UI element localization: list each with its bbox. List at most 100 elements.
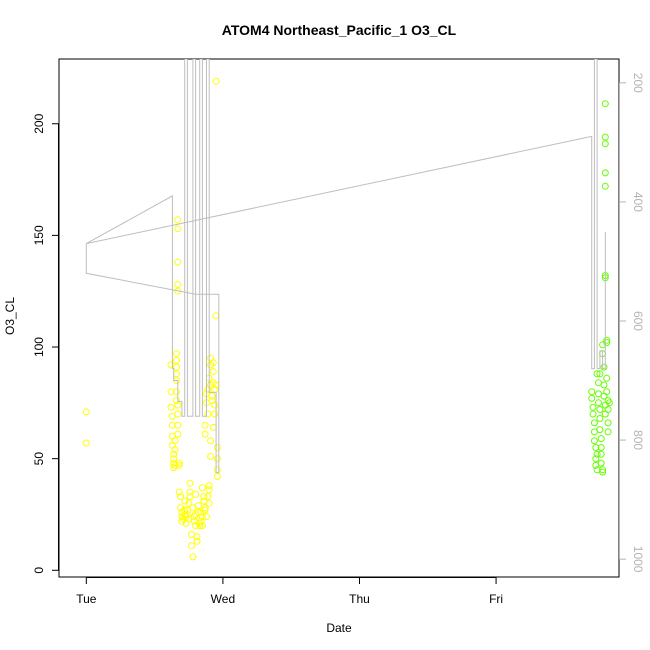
- data-point: [194, 502, 202, 510]
- data-point: [174, 225, 182, 233]
- data-point: [168, 441, 176, 449]
- data-point: [592, 444, 600, 451]
- data-point: [174, 258, 182, 266]
- data-point: [201, 504, 209, 512]
- data-point: [203, 513, 210, 521]
- data-point: [596, 406, 604, 413]
- data-point: [174, 410, 182, 418]
- data-point: [173, 397, 180, 405]
- y-tick-label: 100: [32, 337, 46, 357]
- data-point: [590, 419, 598, 427]
- data-point: [177, 493, 185, 501]
- data-point: [205, 486, 213, 494]
- data-point: [209, 359, 217, 367]
- pressure-line: [85, 59, 606, 474]
- data-point: [601, 410, 609, 418]
- data-point: [207, 354, 215, 362]
- data-point: [209, 423, 217, 431]
- data-point: [174, 421, 182, 429]
- data-point: [205, 482, 213, 489]
- data-point: [592, 455, 600, 463]
- data-point: [212, 312, 220, 320]
- data-point: [593, 370, 601, 378]
- data-point: [174, 430, 182, 438]
- data-point: [596, 426, 604, 434]
- data-point: [183, 511, 191, 518]
- data-point: [601, 140, 609, 148]
- plot-area: 0 50 100 150 200 200 400 600 800 1000 Tue Wed Thu Fri: [32, 58, 645, 606]
- data-point: [200, 493, 208, 501]
- data-point: [194, 508, 202, 516]
- y2-tick-label: 400: [631, 192, 645, 212]
- x-tick-label: Fri: [489, 592, 503, 606]
- data-point: [603, 374, 611, 382]
- data-point: [207, 437, 215, 445]
- data-point: [211, 410, 219, 418]
- data-point: [171, 461, 179, 469]
- data-point: [213, 455, 221, 463]
- chart-title: ATOM4 Northeast_Pacific_1 O3_CL: [222, 22, 457, 38]
- data-point: [213, 473, 221, 480]
- data-point: [597, 444, 605, 451]
- data-point: [209, 368, 217, 376]
- y2-tick-label: 1000: [631, 546, 645, 573]
- data-point: [198, 522, 206, 530]
- data-point: [175, 459, 183, 467]
- data-point: [213, 466, 221, 474]
- data-point: [82, 408, 90, 416]
- y2-tick-label: 600: [631, 311, 645, 331]
- data-point: [193, 537, 201, 545]
- data-point: [175, 461, 183, 469]
- data-point: [599, 468, 607, 476]
- data-point: [198, 484, 206, 492]
- data-point: [171, 446, 179, 454]
- data-point: [201, 421, 209, 429]
- data-point: [173, 350, 180, 358]
- data-point: [603, 339, 611, 347]
- data-point: [205, 499, 213, 507]
- data-point: [589, 403, 597, 411]
- data-point: [600, 381, 608, 389]
- data-point: [181, 497, 189, 505]
- y-tick-label: 50: [32, 452, 46, 466]
- data-point: [201, 430, 209, 438]
- data-point: [204, 493, 212, 501]
- data-point: [174, 216, 182, 224]
- data-point: [185, 499, 193, 507]
- data-point: [601, 169, 609, 177]
- data-point: [192, 490, 200, 498]
- data-point: [604, 419, 612, 427]
- data-point: [600, 363, 608, 371]
- data-point: [588, 388, 596, 396]
- data-point: [186, 479, 194, 487]
- data-point: [173, 370, 180, 378]
- data-point: [604, 428, 612, 436]
- y-axis-label: O3_CL: [3, 297, 17, 335]
- data-point: [171, 437, 179, 445]
- data-point: [597, 459, 605, 467]
- data-point: [177, 504, 185, 512]
- data-point: [168, 421, 176, 429]
- data-point: [604, 406, 612, 413]
- data-point: [208, 392, 216, 400]
- data-point: [597, 450, 605, 458]
- data-point: [170, 450, 178, 458]
- data-point: [197, 517, 205, 525]
- data-point: [82, 439, 90, 447]
- data-point: [599, 466, 607, 474]
- data-point: [601, 100, 609, 108]
- data-point: [596, 370, 604, 378]
- data-point: [601, 133, 609, 141]
- data-point: [213, 444, 221, 451]
- data-point: [211, 401, 219, 409]
- data-point: [196, 522, 204, 530]
- data-point: [173, 356, 180, 364]
- data-point: [597, 435, 605, 443]
- x-tick-label: Thu: [349, 592, 370, 606]
- data-point: [174, 281, 182, 288]
- y2-tick-label: 800: [631, 430, 645, 450]
- y-tick-label: 150: [32, 225, 46, 245]
- data-point: [174, 401, 182, 409]
- data-point: [595, 399, 602, 407]
- data-point: [170, 455, 178, 463]
